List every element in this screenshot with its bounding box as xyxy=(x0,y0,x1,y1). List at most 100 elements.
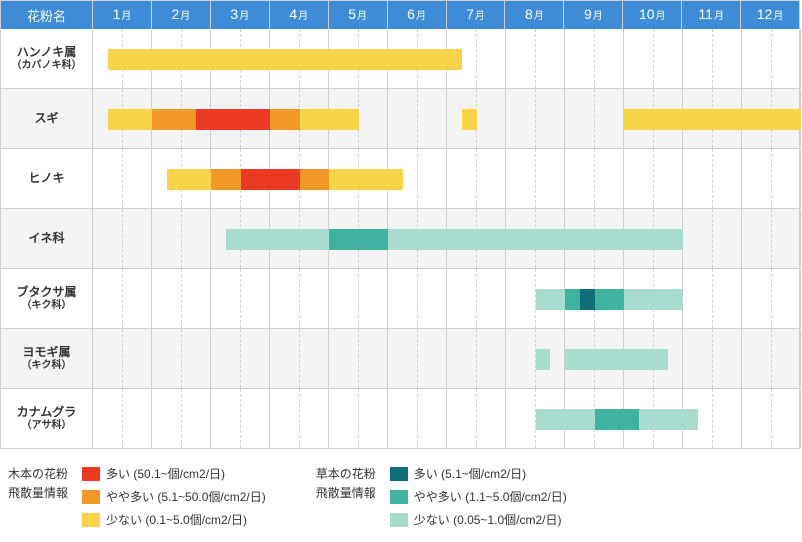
grid-cell xyxy=(595,89,625,148)
grid-cell xyxy=(742,209,772,268)
legend-label: 多い (50.1~個/cm2/日) xyxy=(106,465,225,482)
grid-cell xyxy=(595,149,625,208)
grid-cell xyxy=(329,269,359,328)
grid-cell xyxy=(93,389,123,448)
row-label: イネ科 xyxy=(1,209,93,268)
month-number: 12 xyxy=(757,6,773,22)
grid-cell xyxy=(93,269,123,328)
month-suffix: 月 xyxy=(121,7,131,22)
grid-cell xyxy=(477,269,507,328)
legend-item: 少ない (0.05~1.0個/cm2/日) xyxy=(390,511,567,528)
level-bar xyxy=(226,229,329,250)
grid-cell xyxy=(565,29,595,88)
grid-cell xyxy=(742,29,772,88)
level-bar xyxy=(300,169,330,190)
pollen-row: ブタクサ属（キク科） xyxy=(1,269,799,329)
grid-cell xyxy=(300,269,330,328)
grid-cell xyxy=(93,149,123,208)
grid-cell xyxy=(211,389,241,448)
level-bar xyxy=(462,109,477,130)
level-bar xyxy=(167,169,211,190)
grid-cell xyxy=(506,89,536,148)
month-suffix: 月 xyxy=(298,7,308,22)
legend-swatch xyxy=(390,490,408,504)
grid-cell xyxy=(595,29,625,88)
grid-cell xyxy=(182,389,212,448)
level-bar xyxy=(624,109,801,130)
row-track xyxy=(93,329,799,388)
legend-item: やや多い (1.1~5.0個/cm2/日) xyxy=(390,488,567,505)
grid-cell xyxy=(565,89,595,148)
grid-cell xyxy=(359,89,389,148)
legend-title-line: 飛散量情報 xyxy=(316,484,376,503)
grid-cell xyxy=(241,329,271,388)
grid-cell xyxy=(359,389,389,448)
month-header: 8月 xyxy=(505,1,564,29)
month-suffix: 月 xyxy=(357,7,367,22)
grid-cell xyxy=(654,29,684,88)
grid-cell xyxy=(123,329,153,388)
grid-cell xyxy=(388,329,418,388)
grid-cell xyxy=(359,269,389,328)
grid-cell xyxy=(418,149,448,208)
pollen-name: スギ xyxy=(34,111,58,125)
legend: 木本の花粉飛散量情報多い (50.1~個/cm2/日)やや多い (5.1~50.… xyxy=(0,449,800,538)
grid-cell xyxy=(123,209,153,268)
grid-cell xyxy=(772,389,802,448)
grid-cell xyxy=(506,269,536,328)
pollen-row: スギ xyxy=(1,89,799,149)
legend-label: やや多い (1.1~5.0個/cm2/日) xyxy=(414,488,567,505)
grid-cell xyxy=(182,209,212,268)
month-header: 3月 xyxy=(211,1,270,29)
pollen-row: ハンノキ属（カバノキ科） xyxy=(1,29,799,89)
grid-cell xyxy=(152,389,182,448)
grid-cell xyxy=(388,269,418,328)
grid-cell xyxy=(388,389,418,448)
legend-item: 少ない (0.1~5.0個/cm2/日) xyxy=(82,511,266,528)
row-label: ヒノキ xyxy=(1,149,93,208)
level-bar xyxy=(300,109,359,130)
pollen-calendar: 花粉名1月2月3月4月5月6月7月8月9月10月11月12月ハンノキ属（カバノキ… xyxy=(0,0,802,538)
pollen-name: ヒノキ xyxy=(28,171,64,185)
month-suffix: 月 xyxy=(534,7,544,22)
legend-swatch xyxy=(82,490,100,504)
month-suffix: 月 xyxy=(656,7,666,22)
legend-label: 少ない (0.05~1.0個/cm2/日) xyxy=(414,511,562,528)
level-bar xyxy=(595,409,639,430)
grid-cell xyxy=(742,269,772,328)
month-suffix: 月 xyxy=(475,7,485,22)
grid-cell xyxy=(418,269,448,328)
month-number: 9 xyxy=(584,6,592,22)
legend-group-title: 草本の花粉飛散量情報 xyxy=(316,465,376,528)
month-suffix: 月 xyxy=(180,7,190,22)
month-suffix: 月 xyxy=(416,7,426,22)
pollen-family: （アサ科） xyxy=(22,420,72,432)
month-header: 9月 xyxy=(564,1,623,29)
row-label-header: 花粉名 xyxy=(1,1,93,29)
grid-cell xyxy=(742,149,772,208)
grid-cell xyxy=(713,149,743,208)
month-number: 8 xyxy=(525,6,533,22)
grid-cell xyxy=(211,269,241,328)
row-label: カナムグラ（アサ科） xyxy=(1,389,93,448)
pollen-name: ヨモギ属 xyxy=(22,345,70,359)
grid-cell xyxy=(506,389,536,448)
level-bar xyxy=(536,409,595,430)
level-bar xyxy=(108,109,152,130)
row-label: ハンノキ属（カバノキ科） xyxy=(1,29,93,88)
month-suffix: 月 xyxy=(239,7,249,22)
month-header: 2月 xyxy=(152,1,211,29)
row-track xyxy=(93,209,799,268)
grid-cell xyxy=(565,149,595,208)
pollen-row: カナムグラ（アサ科） xyxy=(1,389,799,449)
level-bar xyxy=(624,289,683,310)
grid-cell xyxy=(624,149,654,208)
legend-title-line: 飛散量情報 xyxy=(8,484,68,503)
legend-title-line: 草本の花粉 xyxy=(316,465,376,484)
level-bar xyxy=(580,289,595,310)
month-number: 5 xyxy=(348,6,356,22)
pollen-row: ヒノキ xyxy=(1,149,799,209)
grid-cell xyxy=(742,389,772,448)
level-bar xyxy=(639,409,698,430)
grid-cell xyxy=(447,269,477,328)
